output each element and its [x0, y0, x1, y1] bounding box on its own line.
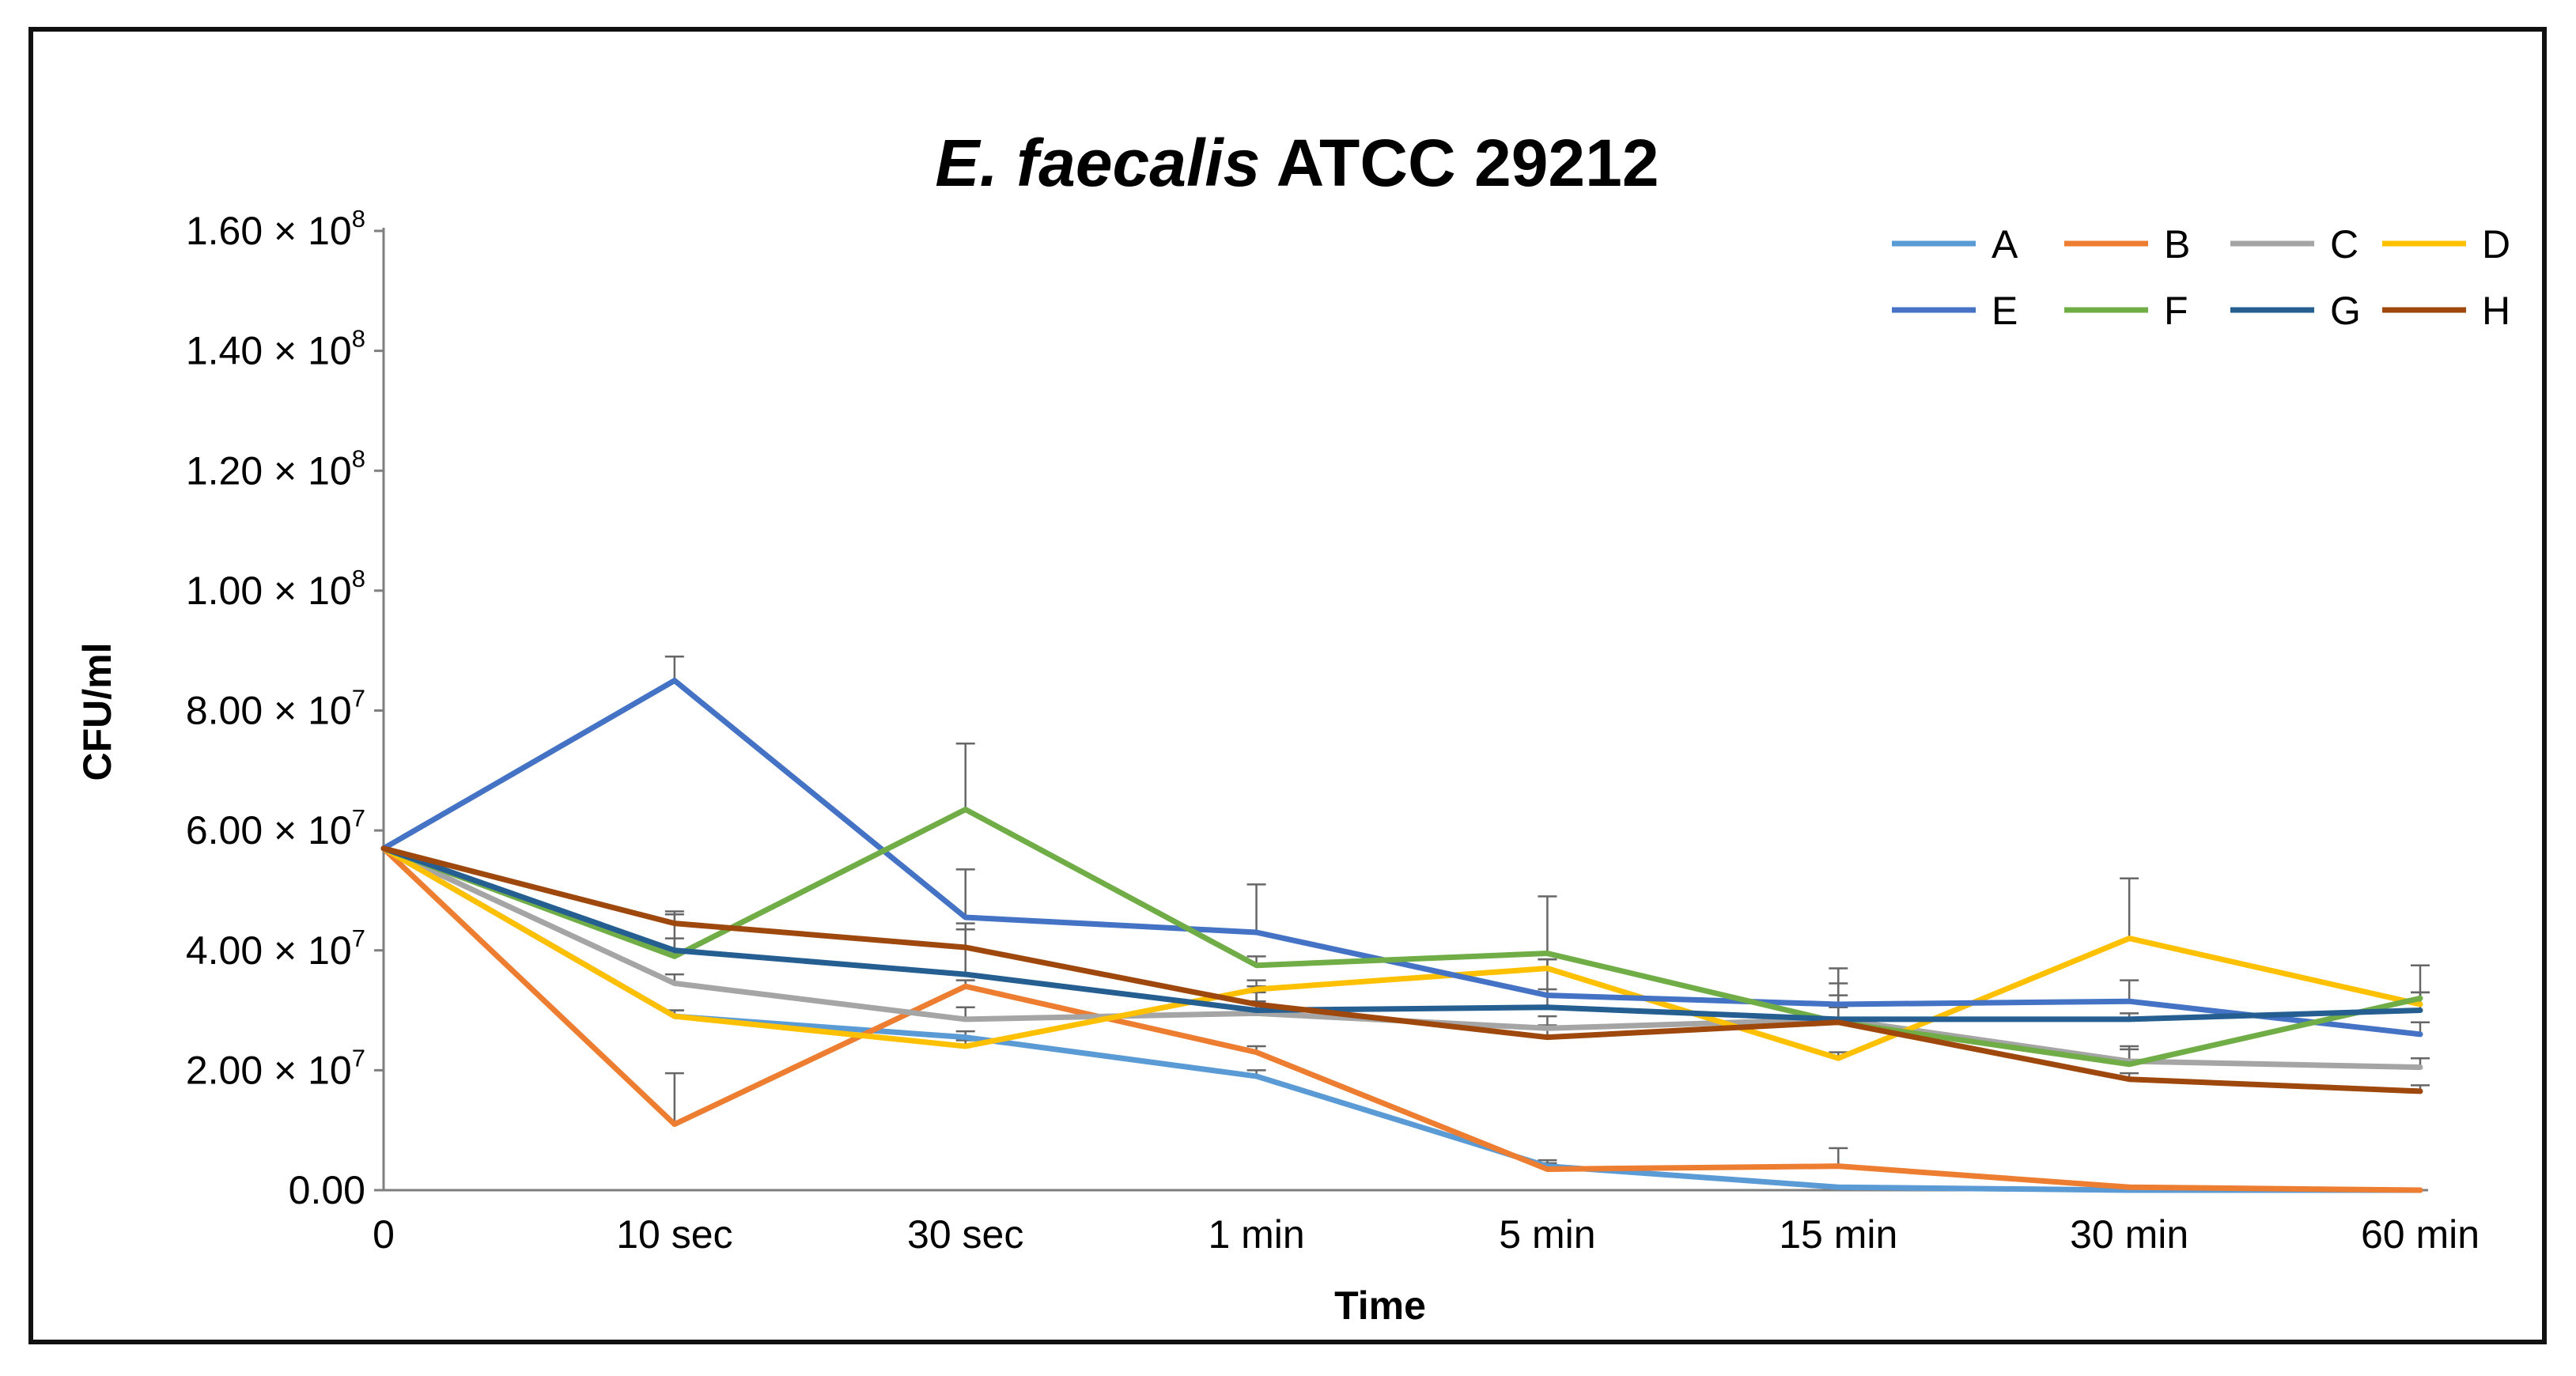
y-axis-title: CFU/ml	[75, 643, 119, 781]
y-tick-mantissa: 0.00	[289, 1168, 365, 1212]
series-line-e	[380, 678, 2423, 1038]
legend-label-c: C	[2330, 222, 2358, 267]
y-tick-exponent: 8	[352, 205, 365, 232]
y-tick-times: ×	[263, 569, 308, 613]
y-tick-mantissa: 8.00	[186, 689, 263, 733]
x-tick-labels: 0 10 sec 30 sec 1 min 5 min 15 min 30 min 60 mi…	[373, 1212, 2480, 1257]
series-lines	[380, 678, 2423, 1193]
y-tick-base: 10	[308, 569, 352, 613]
x-tick-label: 5 min	[1499, 1212, 1595, 1257]
y-tick-label: 2.00 × 107	[186, 1044, 365, 1092]
y-tick-mantissa: 1.60	[186, 209, 263, 253]
legend-label-h: H	[2482, 289, 2510, 333]
y-tick-times: ×	[263, 209, 308, 253]
y-tick-base: 10	[308, 448, 352, 493]
x-tick-label: 0	[373, 1212, 395, 1257]
series-line-h	[380, 845, 2423, 1094]
chart-title: E. faecalis ATCC 29212	[935, 126, 1659, 200]
y-tick-label: 0.00	[289, 1168, 365, 1212]
x-tick-label: 10 sec	[616, 1212, 732, 1257]
x-tick-label: 1 min	[1208, 1212, 1304, 1257]
y-tick-exponent: 8	[352, 565, 365, 592]
x-axis-title: Time	[1334, 1283, 1426, 1328]
y-tick-label: 1.60 × 108	[186, 205, 365, 253]
y-tick-mantissa: 1.00	[186, 569, 263, 613]
x-tick-label: 30 sec	[907, 1212, 1023, 1257]
legend-label-g: G	[2330, 289, 2361, 333]
y-tick-times: ×	[263, 1048, 308, 1092]
legend-label-e: E	[1992, 289, 2018, 333]
y-tick-base: 10	[308, 329, 352, 373]
legend-label-d: D	[2482, 222, 2510, 267]
legend: A B C D E F G H	[1892, 222, 2510, 333]
x-tick-label: 30 min	[2070, 1212, 2188, 1257]
y-tick-times: ×	[263, 448, 308, 493]
y-tick-base: 10	[308, 808, 352, 852]
y-tick-mantissa: 4.00	[186, 928, 263, 973]
series-line-b	[380, 845, 2423, 1193]
chart-frame	[28, 27, 2547, 1344]
y-tick-mantissa: 1.40	[186, 329, 263, 373]
y-tick-exponent: 7	[352, 924, 365, 952]
y-tick-exponent: 7	[352, 685, 365, 713]
chart-title-italic: E. faecalis	[935, 126, 1260, 200]
y-tick-exponent: 7	[352, 804, 365, 832]
y-tick-label: 8.00 × 107	[186, 685, 365, 733]
y-tick-label: 1.00 × 108	[186, 565, 365, 613]
legend-label-a: A	[1992, 222, 2018, 267]
y-tick-times: ×	[263, 329, 308, 373]
series-line-f	[380, 807, 2423, 1068]
y-tick-base: 10	[308, 209, 352, 253]
x-tick-label: 15 min	[1779, 1212, 1897, 1257]
chart-title-rest	[1260, 126, 1276, 200]
x-tick-label: 60 min	[2361, 1212, 2480, 1257]
y-tick-exponent: 7	[352, 1044, 365, 1072]
y-tick-exponent: 8	[352, 325, 365, 353]
y-tick-times: ×	[263, 689, 308, 733]
series-line-g	[380, 845, 2423, 1023]
y-tick-mantissa: 2.00	[186, 1048, 263, 1092]
y-tick-label: 1.20 × 108	[186, 444, 365, 493]
y-tick-mantissa: 6.00	[186, 808, 263, 852]
series-line-d	[380, 845, 2423, 1061]
y-tick-times: ×	[263, 808, 308, 852]
y-tick-base: 10	[308, 1048, 352, 1092]
y-tick-base: 10	[308, 928, 352, 973]
error-bars	[664, 656, 2430, 1170]
legend-label-b: B	[2164, 222, 2190, 267]
chart-title-strain: ATCC 29212	[1277, 126, 1659, 200]
y-tick-label: 6.00 × 107	[186, 804, 365, 852]
legend-label-f: F	[2164, 289, 2188, 333]
y-tick-mantissa: 1.20	[186, 448, 263, 493]
y-tick-base: 10	[308, 689, 352, 733]
y-tick-label: 4.00 × 107	[186, 924, 365, 973]
y-tick-label: 1.40 × 108	[186, 325, 365, 373]
y-tick-times: ×	[263, 928, 308, 973]
y-tick-exponent: 8	[352, 444, 365, 472]
